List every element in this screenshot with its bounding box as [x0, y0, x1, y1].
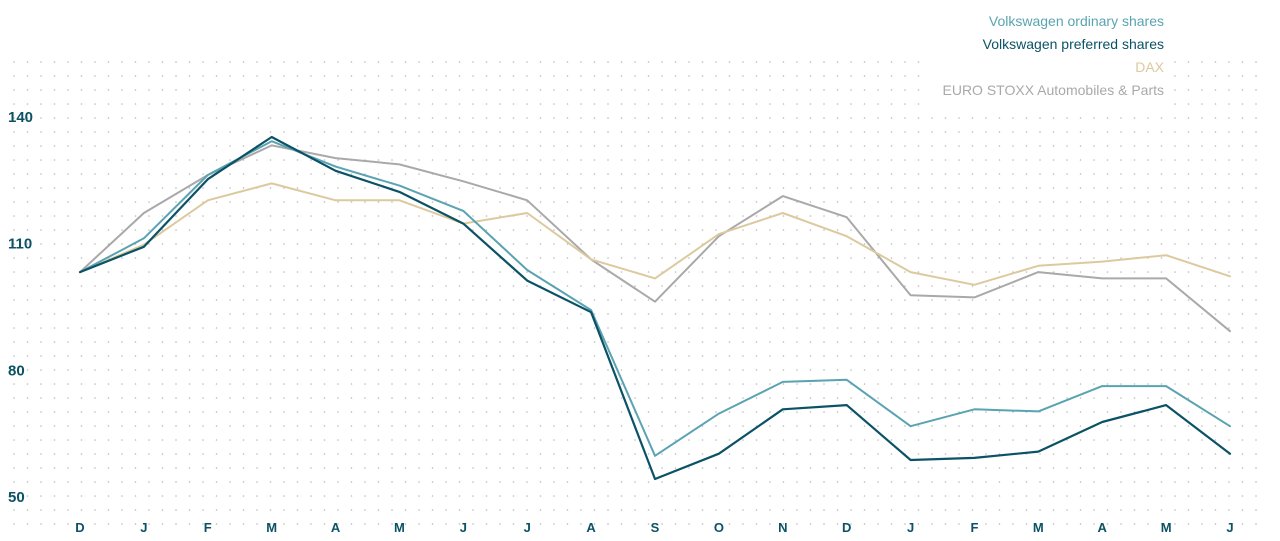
x-tick-label: J [460, 520, 467, 535]
legend-item-euro-stoxx: EURO STOXX Automobiles & Parts [942, 82, 1165, 98]
series-lines [78, 135, 1232, 481]
y-tick-label: 80 [8, 362, 25, 379]
series-line-volkswagen-ordinary-shares [79, 140, 1231, 457]
legend: Volkswagen ordinary shares Volkswagen pr… [926, 8, 1165, 106]
x-tick-label: J [907, 520, 914, 535]
x-tick-label: J [140, 520, 147, 535]
dotted-grid [13, 61, 1257, 525]
x-tick-label: D [842, 520, 851, 535]
legend-item-dax: DAX [1135, 59, 1164, 75]
x-tick-label: F [204, 520, 212, 535]
x-tick-label: J [524, 520, 531, 535]
x-tick-label: J [1226, 520, 1233, 535]
x-tick-label: S [651, 520, 660, 535]
legend-item-vw-preferred: Volkswagen preferred shares [982, 36, 1164, 52]
series-line-euro-stoxx-automobiles-parts [79, 144, 1231, 333]
y-axis: 50 80 110 140 [8, 109, 33, 506]
x-tick-label: M [1033, 520, 1044, 535]
legend-item-vw-ordinary: Volkswagen ordinary shares [988, 13, 1164, 29]
grid-dots [13, 61, 1257, 525]
x-tick-label: A [1098, 520, 1108, 535]
x-tick-label: F [970, 520, 978, 535]
x-tick-label: N [778, 520, 787, 535]
x-tick-label: M [1161, 520, 1172, 535]
x-tick-label: A [586, 520, 596, 535]
series-line-volkswagen-preferred-shares [78, 135, 1232, 481]
x-tick-label: D [75, 520, 84, 535]
y-tick-label: 140 [8, 109, 33, 126]
x-tick-label: M [394, 520, 405, 535]
y-tick-label: 110 [8, 236, 32, 253]
series-line-dax [79, 182, 1231, 286]
x-tick-label: M [266, 520, 277, 535]
x-tick-label: O [714, 520, 724, 535]
x-tick-label: A [331, 520, 341, 535]
y-tick-label: 50 [8, 489, 25, 506]
